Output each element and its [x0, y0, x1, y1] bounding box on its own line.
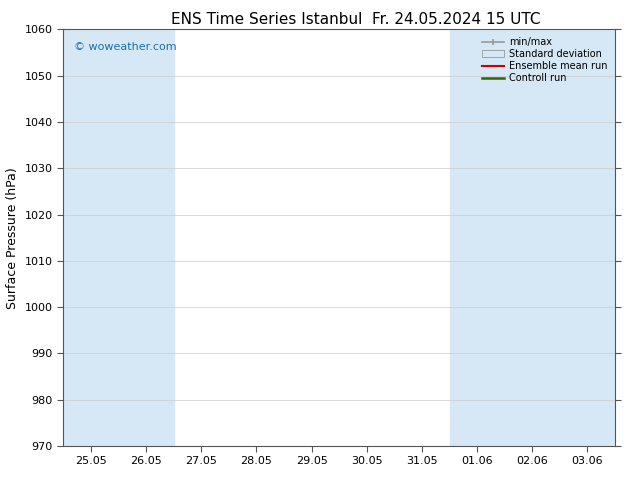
Text: Fr. 24.05.2024 15 UTC: Fr. 24.05.2024 15 UTC	[372, 12, 541, 27]
Legend: min/max, Standard deviation, Ensemble mean run, Controll run: min/max, Standard deviation, Ensemble me…	[479, 34, 610, 86]
Text: © woweather.com: © woweather.com	[74, 42, 177, 52]
Bar	[63, 29, 174, 446]
Bar	[560, 29, 615, 446]
Y-axis label: Surface Pressure (hPa): Surface Pressure (hPa)	[6, 167, 19, 309]
Bar	[450, 29, 560, 446]
Text: ENS Time Series Istanbul: ENS Time Series Istanbul	[171, 12, 362, 27]
